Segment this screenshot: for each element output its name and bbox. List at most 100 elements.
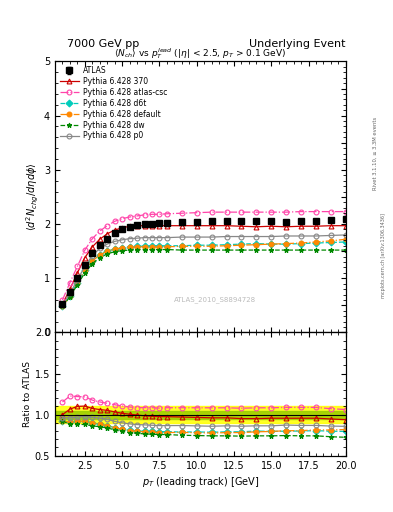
- Pythia 6.428 atlas-csc: [142, 212, 147, 218]
- Pythia 6.428 default: [284, 241, 288, 247]
- Pythia 6.428 dw: [135, 246, 140, 252]
- Pythia 6.428 dw: [284, 247, 288, 253]
- Pythia 6.428 dw: [209, 247, 214, 253]
- Pythia 6.428 atlas-csc: [269, 209, 274, 215]
- Pythia 6.428 atlas-csc: [239, 209, 244, 215]
- Pythia 6.428 default: [142, 244, 147, 250]
- Pythia 6.428 default: [224, 243, 229, 249]
- Text: 7000 GeV pp: 7000 GeV pp: [67, 38, 139, 49]
- Pythia 6.428 d6t: [329, 240, 333, 246]
- Pythia 6.428 p0: [343, 232, 348, 238]
- Y-axis label: $\langle d^2 N_{chg}/d\eta d\phi \rangle$: $\langle d^2 N_{chg}/d\eta d\phi \rangle…: [25, 163, 41, 231]
- Pythia 6.428 default: [165, 244, 169, 250]
- Pythia 6.428 atlas-csc: [157, 211, 162, 218]
- Pythia 6.428 default: [127, 244, 132, 250]
- Pythia 6.428 atlas-csc: [135, 213, 140, 219]
- Pythia 6.428 p0: [150, 234, 154, 241]
- Pythia 6.428 p0: [165, 234, 169, 241]
- Y-axis label: Ratio to ATLAS: Ratio to ATLAS: [23, 361, 32, 427]
- Pythia 6.428 p0: [75, 277, 80, 283]
- Pythia 6.428 p0: [254, 233, 259, 240]
- Pythia 6.428 d6t: [209, 242, 214, 248]
- Pythia 6.428 atlas-csc: [314, 208, 318, 215]
- Pythia 6.428 370: [343, 223, 348, 229]
- Pythia 6.428 d6t: [254, 241, 259, 247]
- Text: Underlying Event: Underlying Event: [249, 38, 346, 49]
- Pythia 6.428 atlas-csc: [209, 209, 214, 215]
- Pythia 6.428 default: [239, 242, 244, 248]
- Pythia 6.428 370: [254, 224, 259, 230]
- Pythia 6.428 p0: [269, 233, 274, 240]
- Text: ATLAS_2010_S8894728: ATLAS_2010_S8894728: [174, 296, 256, 303]
- Text: Rivet 3.1.10, ≥ 3.3M events: Rivet 3.1.10, ≥ 3.3M events: [373, 117, 378, 190]
- Pythia 6.428 default: [314, 239, 318, 245]
- Pythia 6.428 d6t: [60, 304, 65, 310]
- Pythia 6.428 370: [150, 223, 154, 229]
- Pythia 6.428 370: [127, 223, 132, 229]
- Pythia 6.428 atlas-csc: [180, 210, 184, 216]
- Bar: [55, 407, 346, 423]
- Pythia 6.428 370: [180, 223, 184, 229]
- Pythia 6.428 370: [90, 244, 95, 250]
- Pythia 6.428 d6t: [284, 241, 288, 247]
- Pythia 6.428 atlas-csc: [127, 214, 132, 220]
- Pythia 6.428 default: [209, 243, 214, 249]
- Pythia 6.428 p0: [90, 252, 95, 259]
- Pythia 6.428 dw: [299, 247, 303, 253]
- Pythia 6.428 atlas-csc: [97, 228, 102, 234]
- Pythia 6.428 370: [97, 236, 102, 242]
- Pythia 6.428 atlas-csc: [150, 211, 154, 218]
- Pythia 6.428 p0: [120, 237, 125, 243]
- Pythia 6.428 dw: [90, 261, 95, 267]
- Pythia 6.428 d6t: [105, 248, 110, 254]
- Pythia 6.428 default: [343, 236, 348, 242]
- Pythia 6.428 d6t: [343, 239, 348, 245]
- Line: Pythia 6.428 default: Pythia 6.428 default: [60, 237, 348, 309]
- Pythia 6.428 p0: [68, 290, 72, 296]
- Pythia 6.428 default: [68, 292, 72, 298]
- Text: mcplots.cern.ch [arXiv:1306.3436]: mcplots.cern.ch [arXiv:1306.3436]: [381, 214, 386, 298]
- Pythia 6.428 d6t: [195, 242, 199, 248]
- Pythia 6.428 atlas-csc: [254, 209, 259, 215]
- Pythia 6.428 p0: [142, 234, 147, 241]
- Pythia 6.428 dw: [142, 246, 147, 252]
- Pythia 6.428 default: [105, 248, 110, 254]
- Pythia 6.428 default: [195, 243, 199, 249]
- Pythia 6.428 d6t: [97, 252, 102, 258]
- Pythia 6.428 p0: [209, 234, 214, 240]
- Pythia 6.428 dw: [254, 247, 259, 253]
- Pythia 6.428 p0: [105, 241, 110, 247]
- Pythia 6.428 default: [180, 243, 184, 249]
- Pythia 6.428 dw: [180, 247, 184, 253]
- Pythia 6.428 370: [329, 223, 333, 229]
- Pythia 6.428 atlas-csc: [195, 209, 199, 216]
- Pythia 6.428 d6t: [180, 243, 184, 249]
- Pythia 6.428 d6t: [127, 244, 132, 250]
- Pythia 6.428 dw: [157, 246, 162, 252]
- Pythia 6.428 p0: [329, 232, 333, 239]
- Pythia 6.428 p0: [60, 302, 65, 308]
- Pythia 6.428 dw: [329, 247, 333, 253]
- Pythia 6.428 default: [150, 244, 154, 250]
- Pythia 6.428 370: [224, 223, 229, 229]
- Pythia 6.428 p0: [284, 233, 288, 239]
- Pythia 6.428 dw: [165, 246, 169, 252]
- Pythia 6.428 370: [314, 223, 318, 229]
- Pythia 6.428 d6t: [142, 243, 147, 249]
- Line: Pythia 6.428 dw: Pythia 6.428 dw: [60, 247, 348, 309]
- Pythia 6.428 d6t: [150, 243, 154, 249]
- Pythia 6.428 p0: [314, 233, 318, 239]
- Pythia 6.428 dw: [195, 247, 199, 253]
- Legend: ATLAS, Pythia 6.428 370, Pythia 6.428 atlas-csc, Pythia 6.428 d6t, Pythia 6.428 : ATLAS, Pythia 6.428 370, Pythia 6.428 at…: [57, 63, 169, 143]
- Pythia 6.428 d6t: [120, 245, 125, 251]
- Pythia 6.428 dw: [75, 282, 80, 288]
- Pythia 6.428 d6t: [299, 241, 303, 247]
- X-axis label: $p_T$ (leading track) [GeV]: $p_T$ (leading track) [GeV]: [142, 475, 259, 489]
- Pythia 6.428 atlas-csc: [224, 209, 229, 215]
- Pythia 6.428 d6t: [90, 258, 95, 264]
- Pythia 6.428 d6t: [239, 241, 244, 247]
- Pythia 6.428 default: [254, 242, 259, 248]
- Pythia 6.428 atlas-csc: [83, 247, 87, 253]
- Pythia 6.428 d6t: [135, 243, 140, 249]
- Pythia 6.428 default: [329, 238, 333, 244]
